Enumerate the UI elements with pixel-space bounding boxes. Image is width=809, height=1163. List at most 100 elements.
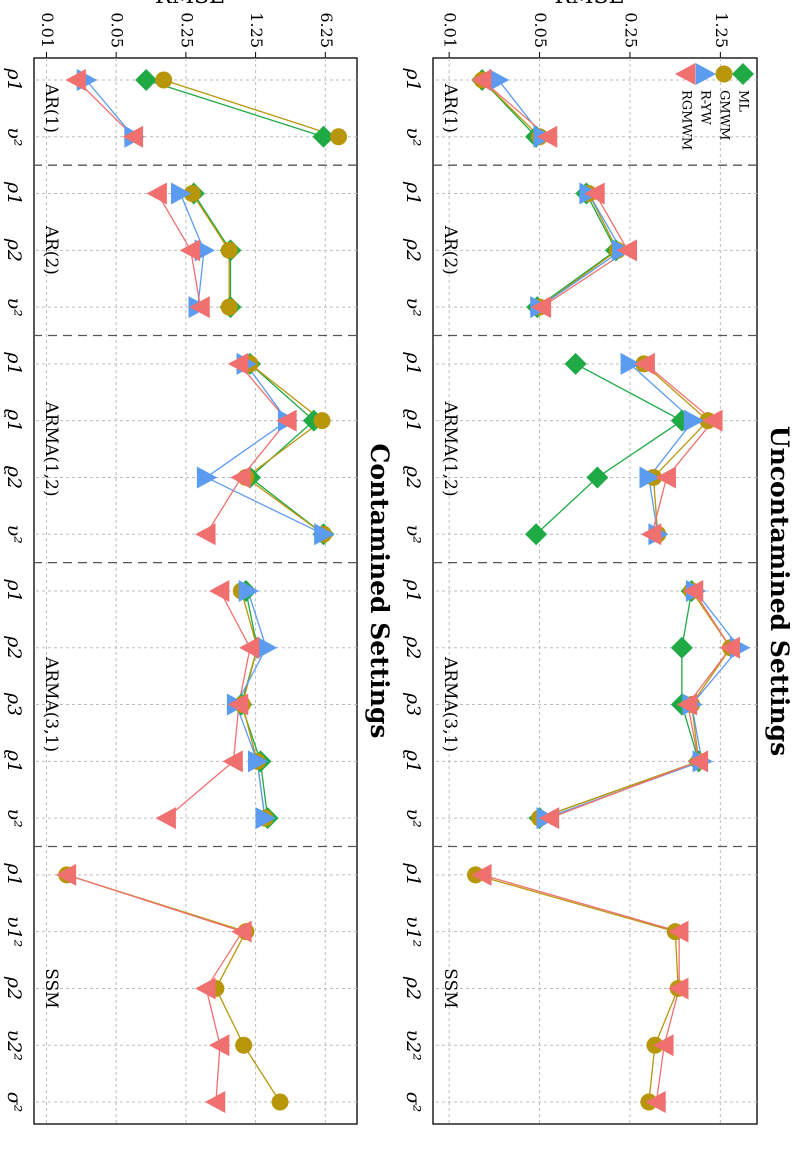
series-line-gmwm <box>244 363 324 535</box>
x-tick-label: ρ1 <box>3 351 25 375</box>
x-tick-label: υ² <box>402 127 424 146</box>
data-point-rgmwm <box>687 750 709 773</box>
x-tick-label: σ² <box>3 1092 25 1113</box>
x-tick-label: υ1² <box>402 916 424 947</box>
x-tick-label: υ1² <box>3 916 25 947</box>
series-line-r-yw <box>204 363 324 535</box>
x-tick-label: ϱ1 <box>3 750 25 773</box>
group-label: AR(2) <box>41 225 61 275</box>
data-point-r-yw <box>488 69 510 91</box>
x-tick-label: ρ3 <box>3 692 25 716</box>
data-point-rgmwm <box>231 920 252 943</box>
series-line-r-yw <box>629 363 695 535</box>
panel-title: Uncontamined Settings <box>765 426 794 756</box>
series-line-gmwm <box>643 363 709 535</box>
data-point-r-yw <box>639 466 660 489</box>
x-tick-label: ϱ1 <box>3 409 25 432</box>
legend-marker-r-yw <box>695 63 716 85</box>
panel-1: 0.01 0.05 0.25 1.25 6.25 ρ1 υ² AR(1) ρ1 ρ2 υ² AR(2)… <box>3 0 394 1125</box>
x-tick-label: υ² <box>3 298 25 317</box>
group-label: AR(1) <box>41 83 61 133</box>
x-tick-label: ρ2 <box>3 635 25 659</box>
data-point-gmwm <box>271 1093 289 1111</box>
series-line-rgmwm <box>76 79 135 138</box>
x-tick-label: ρ3 <box>402 692 424 716</box>
y-tick-label: 0.25 <box>621 12 640 48</box>
x-tick-label: ρ1 <box>402 578 424 602</box>
x-tick-label: ρ1 <box>402 67 424 91</box>
data-point-rgmwm <box>538 807 560 830</box>
data-point-rgmwm <box>55 863 77 886</box>
data-point-rgmwm <box>222 750 243 773</box>
data-point-rgmwm <box>155 807 176 830</box>
legend-label: ML <box>736 90 751 112</box>
series-line-ml <box>535 363 684 535</box>
data-point-ml <box>312 125 335 148</box>
y-tick-label: 1.25 <box>712 12 731 48</box>
group-label: AR(1) <box>440 83 460 133</box>
x-tick-label: ρ2 <box>3 976 25 1000</box>
data-point-r-yw <box>314 523 335 546</box>
data-point-gmwm <box>220 241 238 259</box>
panel-title: Contamined Settings <box>365 444 394 739</box>
data-point-rgmwm <box>702 409 723 432</box>
y-tick-label: 0.01 <box>38 12 57 48</box>
data-point-rgmwm <box>668 977 689 1000</box>
data-point-rgmwm <box>227 693 249 716</box>
data-point-r-yw <box>256 636 278 659</box>
series-line-gmwm <box>163 79 339 138</box>
x-tick-label: ρ2 <box>402 976 424 1000</box>
y-tick-label: 0.05 <box>108 12 127 48</box>
data-point-gmwm <box>183 185 201 203</box>
x-tick-label: υ² <box>3 809 25 828</box>
data-point-rgmwm <box>209 580 230 602</box>
y-tick-label: 6.25 <box>317 12 336 48</box>
x-tick-label: ϱ2 <box>402 466 424 489</box>
series-line-rgmwm <box>205 363 289 535</box>
data-point-rgmwm <box>634 352 655 375</box>
data-point-r-yw <box>255 807 276 830</box>
data-point-ml <box>586 466 609 489</box>
x-tick-label: ρ2 <box>3 238 25 262</box>
series-line-rgmwm <box>645 363 715 535</box>
data-point-rgmwm <box>471 69 492 91</box>
data-point-rgmwm <box>645 1091 666 1113</box>
series-line-ml <box>249 363 324 535</box>
data-point-rgmwm <box>719 636 740 659</box>
group-label: ARMA(1,2) <box>440 401 460 497</box>
x-tick-label: υ² <box>402 298 424 317</box>
data-point-gmwm <box>313 412 331 430</box>
legend-label: RGMWM <box>679 90 694 150</box>
x-tick-label: ρ1 <box>3 862 25 886</box>
data-point-rgmwm <box>65 69 86 91</box>
legend-label: R-YW <box>698 90 713 125</box>
group-label: ARMA(3,1) <box>440 656 460 752</box>
data-point-rgmwm <box>179 239 201 262</box>
data-point-rgmwm <box>189 296 210 319</box>
x-tick-label: ρ1 <box>3 67 25 91</box>
data-point-r-yw <box>170 182 192 205</box>
legend-marker-rgmwm <box>675 63 696 85</box>
data-point-ml <box>670 636 693 659</box>
data-point-rgmwm <box>471 863 492 886</box>
data-point-rgmwm <box>530 296 552 319</box>
data-point-rgmwm <box>640 523 662 546</box>
data-point-rgmwm <box>146 182 167 205</box>
x-tick-label: ϱ1 <box>402 409 424 432</box>
x-tick-label: υ² <box>402 525 424 544</box>
data-point-rgmwm <box>122 125 144 148</box>
data-point-rgmwm <box>682 580 704 602</box>
x-tick-label: ρ1 <box>402 181 424 205</box>
data-point-ml <box>564 352 587 375</box>
data-point-gmwm <box>235 1036 253 1054</box>
data-point-r-yw <box>683 409 705 432</box>
data-point-rgmwm <box>276 409 297 432</box>
data-point-rgmwm <box>616 239 638 262</box>
data-point-r-yw <box>620 352 641 375</box>
data-point-rgmwm <box>204 1091 226 1113</box>
x-tick-label: ρ2 <box>402 238 424 262</box>
data-point-rgmwm <box>536 125 558 148</box>
data-point-rgmwm <box>676 693 698 716</box>
data-point-r-yw <box>247 750 269 773</box>
